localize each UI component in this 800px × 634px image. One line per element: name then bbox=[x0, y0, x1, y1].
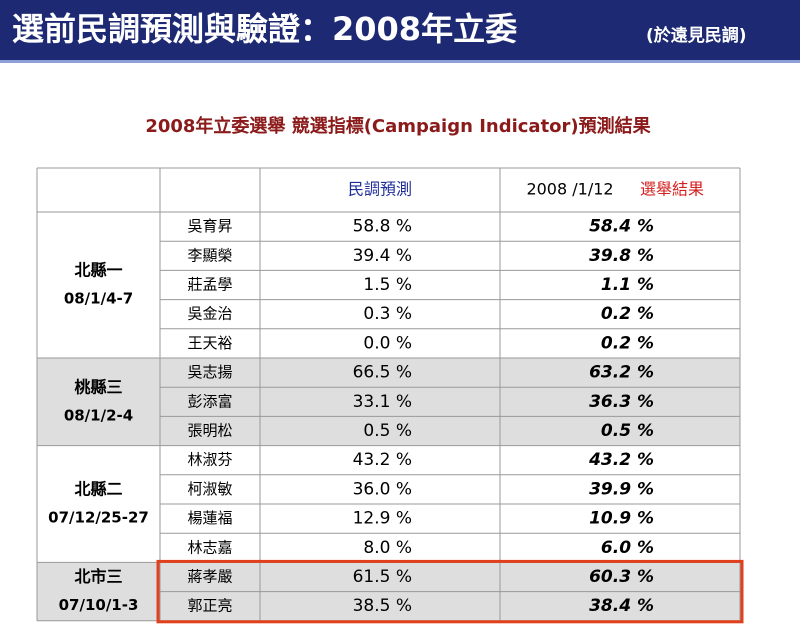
result-value: 39.8 % bbox=[589, 246, 654, 266]
poll-value: 38.5 % bbox=[353, 596, 412, 616]
poll-value: 0.5 % bbox=[363, 421, 412, 441]
poll-value: 0.3 % bbox=[363, 304, 412, 324]
result-value: 39.9 % bbox=[589, 479, 654, 499]
candidate: 吳志揚 bbox=[187, 363, 232, 381]
candidate: 蔣孝嚴 bbox=[187, 568, 232, 586]
candidate: 吳金治 bbox=[187, 305, 232, 323]
header-source: (於遠見民調) bbox=[646, 25, 747, 46]
poll-value: 43.2 % bbox=[353, 450, 412, 470]
candidate: 林淑芬 bbox=[187, 451, 232, 469]
result-value: 6.0 % bbox=[601, 538, 654, 558]
candidate: 柯淑敏 bbox=[187, 480, 232, 498]
candidate: 莊孟學 bbox=[187, 276, 232, 294]
candidate: 楊蓮福 bbox=[187, 509, 232, 527]
dates: 08/1/4-7 bbox=[64, 290, 133, 308]
result-value: 0.2 % bbox=[601, 304, 654, 324]
district: 北縣二 bbox=[74, 480, 122, 499]
candidate: 王天裕 bbox=[187, 334, 232, 352]
result-value: 60.3 % bbox=[589, 567, 654, 587]
highlight-box bbox=[156, 559, 744, 624]
dates: 07/10/1-3 bbox=[59, 596, 139, 614]
district: 桃縣三 bbox=[74, 377, 122, 396]
candidate: 郭正亮 bbox=[187, 597, 232, 615]
result-value: 36.3 % bbox=[589, 392, 654, 412]
district: 北縣一 bbox=[74, 261, 122, 280]
subtitle: 2008年立委選舉 競選指標(Campaign Indicator)預測結果 bbox=[145, 115, 651, 137]
header-rule bbox=[0, 60, 800, 63]
candidate: 李顯榮 bbox=[187, 246, 232, 264]
poll-value: 12.9 % bbox=[353, 509, 412, 529]
poll-value: 0.0 % bbox=[363, 333, 412, 353]
result-date: 2008 /1/12 bbox=[526, 180, 613, 199]
poll-value: 33.1 % bbox=[353, 392, 412, 412]
candidate: 林志嘉 bbox=[187, 538, 232, 556]
result-label: 選舉結果 bbox=[640, 180, 704, 199]
group-shade bbox=[37, 358, 740, 446]
result-value: 63.2 % bbox=[589, 363, 654, 383]
candidate: 彭添富 bbox=[187, 392, 232, 410]
result-value: 58.4 % bbox=[589, 217, 654, 237]
poll-value: 1.5 % bbox=[363, 275, 412, 295]
header-banner bbox=[0, 0, 800, 60]
poll-header: 民調預測 bbox=[348, 180, 412, 199]
result-value: 10.9 % bbox=[589, 509, 654, 529]
candidate: 吳育昇 bbox=[187, 217, 232, 235]
poll-value: 61.5 % bbox=[353, 567, 412, 587]
result-value: 38.4 % bbox=[589, 596, 654, 616]
district: 北市三 bbox=[74, 567, 122, 586]
poll-value: 36.0 % bbox=[353, 479, 412, 499]
poll-value: 8.0 % bbox=[363, 538, 412, 558]
poll-value: 66.5 % bbox=[353, 363, 412, 383]
header-title: 選前民調預測與驗證：2008年立委 bbox=[12, 10, 517, 48]
result-value: 0.2 % bbox=[601, 333, 654, 353]
poll-value: 58.8 % bbox=[353, 217, 412, 237]
dates: 08/1/2-4 bbox=[64, 406, 133, 424]
poll-value: 39.4 % bbox=[353, 246, 412, 266]
candidate: 張明松 bbox=[187, 422, 232, 440]
dates: 07/12/25-27 bbox=[48, 509, 149, 527]
result-value: 43.2 % bbox=[588, 450, 654, 470]
result-value: 1.1 % bbox=[601, 275, 654, 295]
result-value: 0.5 % bbox=[601, 421, 654, 441]
